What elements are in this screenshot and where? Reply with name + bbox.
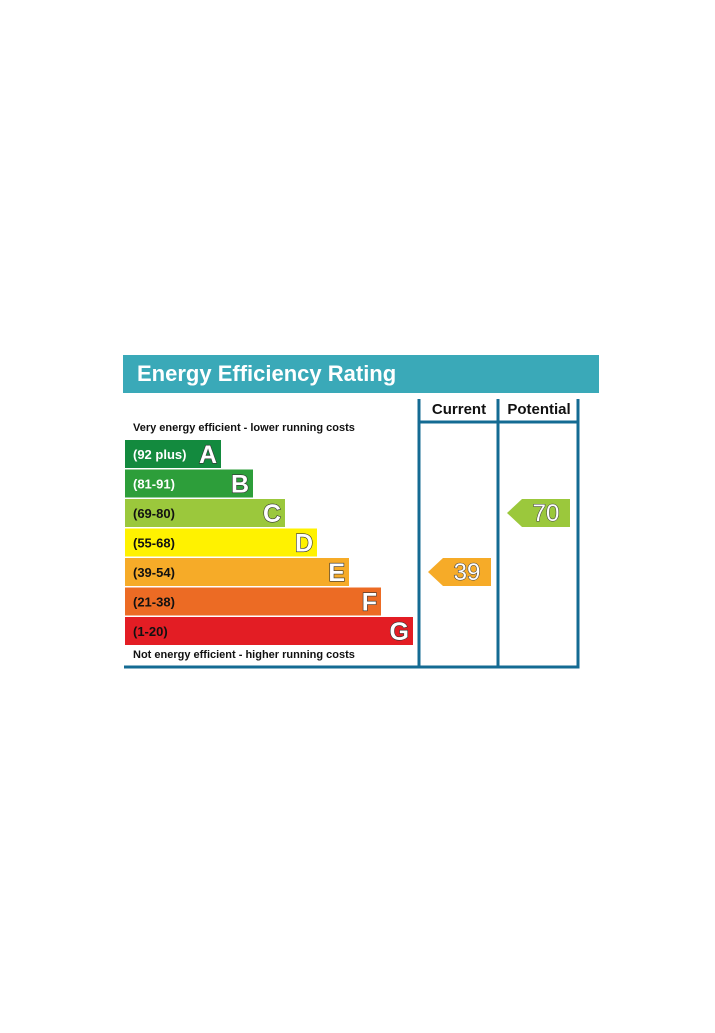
band-letter: B [231,471,249,499]
band-bar [125,499,285,527]
band-bar [125,528,317,557]
band-c: (69-80) C [125,499,285,529]
band-d: (55-68) D [125,528,317,558]
potential-column-header: Potential [507,401,570,418]
band-range-label: (81-91) [133,477,175,492]
band-e: (39-54) E [125,558,349,588]
band-bar [125,617,413,645]
current-rating: 39 [428,558,491,587]
top-caption: Very energy efficient - lower running co… [133,422,355,434]
band-range-label: (39-54) [133,565,175,580]
current-column-header: Current [432,401,486,418]
band-range-label: (1-20) [133,624,168,639]
band-range-label: (69-80) [133,506,175,521]
rating-arrows: 39 70 [428,499,570,587]
rating-columns-frame [124,399,580,669]
band-letter: A [199,441,217,469]
bottom-caption: Not energy efficient - higher running co… [133,649,355,661]
rating-bands: (92 plus) A(81-91) B(69-80) C(55-68) D(39-54… [125,440,413,647]
potential-rating: 70 [507,499,570,528]
band-letter: F [362,589,377,617]
band-letter: E [328,559,345,587]
rating-value: 39 [454,559,481,586]
band-bar [125,558,349,586]
band-bar [125,587,381,616]
band-range-label: (92 plus) [133,447,186,462]
band-b: (81-91) B [125,469,253,499]
chart-title-bar [123,355,599,393]
rating-arrow [507,499,570,527]
band-a: (92 plus) A [125,440,221,470]
band-range-label: (21-38) [133,595,175,610]
rating-arrow [428,558,491,586]
chart-title: Energy Efficiency Rating [137,361,396,386]
band-bar [125,469,253,498]
band-g: (1-20) G [125,617,413,647]
rating-value: 70 [533,500,560,527]
band-f: (21-38) F [125,587,381,617]
band-letter: C [263,500,281,528]
band-bar [125,440,221,468]
band-range-label: (55-68) [133,536,175,551]
band-letter: D [295,530,313,558]
band-letter: G [390,618,409,646]
